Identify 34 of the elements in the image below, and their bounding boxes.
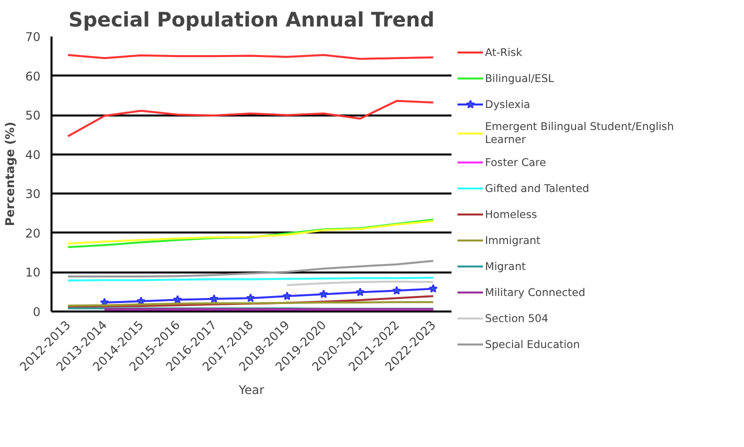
point [282, 291, 292, 300]
y-tick-label: 60 [25, 69, 41, 84]
chart-title: Special Population Annual Trend [68, 8, 434, 32]
point [246, 293, 256, 302]
y-axis-title: Percentage (%) [3, 122, 18, 226]
y-tick-label: 70 [25, 30, 41, 44]
y-tick-label: 10 [25, 266, 41, 280]
legend-label: Section 504 [485, 312, 548, 324]
y-tick-label: 50 [25, 108, 41, 123]
y-tick-label: 30 [25, 187, 41, 202]
point [319, 289, 328, 298]
legend-label: Military Connected [485, 286, 586, 298]
legend-label: Migrant [485, 260, 526, 272]
line-series [66, 295, 434, 308]
y-tick-label: 20 [25, 226, 41, 240]
legend-label: Gifted and Talented [485, 182, 590, 194]
point [210, 294, 219, 303]
point [172, 294, 182, 304]
legend-label: Special Education [485, 338, 580, 350]
legend-label: Homeless [485, 208, 538, 220]
point [356, 288, 365, 296]
legend-label: Emergent Bilingual Student/English Learner [485, 120, 674, 146]
legend-label: Bilingual/ESL [485, 72, 554, 84]
legend-label: Immigrant [485, 234, 540, 246]
point [392, 286, 402, 295]
legend-label: At-Risk [485, 46, 522, 58]
legend-label: Foster Care [485, 156, 546, 168]
x-axis-title: Year [238, 383, 264, 398]
line-series [66, 100, 434, 138]
y-tick-label: 0 [32, 305, 41, 319]
line-series [66, 260, 434, 278]
point [428, 284, 438, 293]
y-tick-label: 40 [25, 148, 41, 162]
legend-label: Dyslexia [485, 98, 530, 110]
